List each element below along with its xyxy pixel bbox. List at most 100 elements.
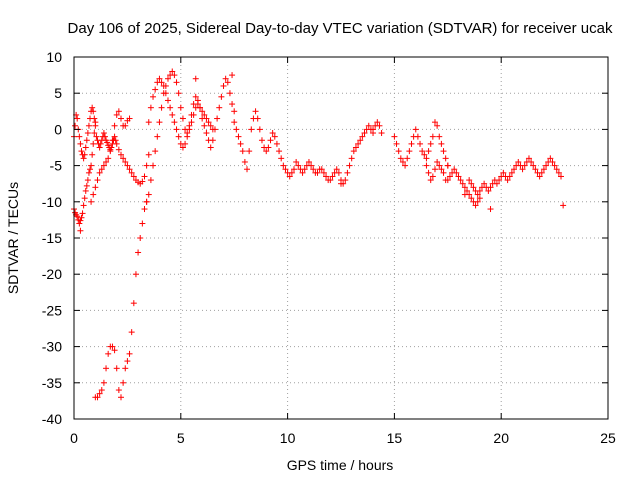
data-point [220, 82, 227, 89]
series-arc-f [231, 108, 377, 187]
data-point [113, 140, 120, 147]
y-axis-label: SDTVAR / TECUs [5, 182, 21, 294]
data-point [194, 101, 201, 108]
data-point [197, 104, 204, 111]
data-point [412, 126, 419, 133]
data-point [402, 162, 409, 169]
data-point [188, 119, 195, 126]
data-point [141, 173, 148, 180]
data-point [74, 213, 81, 220]
data-point [78, 148, 85, 155]
data-point [79, 210, 86, 217]
data-point [276, 148, 283, 155]
data-point [538, 169, 545, 176]
data-point [145, 151, 152, 158]
data-point [508, 169, 515, 176]
data-point [357, 137, 364, 144]
data-point [80, 202, 87, 209]
y-tick-label: 10 [46, 49, 62, 65]
data-point [553, 166, 560, 173]
data-point [436, 162, 443, 169]
data-point [344, 169, 351, 176]
y-tick-label: -35 [42, 375, 62, 391]
data-point [164, 97, 171, 104]
data-point [89, 151, 96, 158]
data-point [74, 115, 81, 122]
data-point [105, 155, 112, 162]
data-point [421, 151, 428, 158]
data-point [89, 104, 96, 111]
data-point [137, 235, 144, 241]
data-point [82, 144, 89, 151]
data-point [461, 191, 468, 198]
data-point [370, 126, 377, 133]
data-point [231, 108, 238, 115]
y-tick-label: -40 [42, 411, 62, 427]
data-point [543, 162, 550, 169]
y-tick-label: -15 [42, 230, 62, 246]
data-point [192, 93, 199, 100]
data-point [493, 180, 500, 187]
data-point [139, 220, 146, 227]
data-point [207, 122, 214, 129]
data-point [496, 177, 503, 184]
data-point [233, 126, 240, 133]
data-point [525, 155, 532, 162]
data-point [109, 137, 116, 144]
data-point [120, 379, 127, 386]
data-point [158, 104, 165, 111]
data-point [229, 101, 236, 108]
data-point [98, 387, 105, 394]
data-point [130, 173, 137, 180]
data-point [459, 180, 466, 187]
x-tick-label: 0 [70, 430, 78, 446]
data-point [558, 173, 565, 180]
y-tick-label: 5 [54, 85, 62, 101]
data-point [436, 133, 443, 140]
data-point [406, 148, 413, 155]
data-point [273, 140, 280, 147]
data-point [182, 140, 189, 147]
data-point [476, 187, 483, 194]
data-point [83, 137, 90, 144]
data-point [77, 140, 84, 147]
data-point [355, 140, 362, 147]
data-point [113, 111, 120, 118]
series-arc-a [71, 119, 99, 227]
data-point [82, 187, 89, 194]
data-point [132, 271, 139, 278]
data-point [254, 115, 261, 122]
data-point [500, 169, 507, 176]
data-point [117, 151, 124, 158]
data-point [205, 119, 212, 126]
data-point [286, 173, 293, 180]
data-point [88, 162, 95, 169]
data-point [154, 133, 161, 140]
data-point [147, 177, 154, 184]
data-point [378, 130, 385, 137]
data-point [427, 140, 434, 147]
data-point [120, 155, 127, 162]
y-tick-label: 0 [54, 121, 62, 137]
data-point [186, 126, 193, 133]
data-point [76, 133, 83, 140]
data-point [96, 390, 103, 397]
data-point [103, 158, 110, 165]
data-point [481, 180, 488, 187]
data-point [216, 104, 223, 111]
data-point [126, 166, 133, 173]
data-point [461, 184, 468, 191]
data-point [152, 86, 159, 93]
data-point [504, 177, 511, 184]
data-point [84, 177, 91, 184]
data-point [126, 115, 133, 122]
data-point [229, 72, 236, 79]
data-point [139, 178, 146, 185]
series-arc-h [423, 158, 483, 209]
data-point [135, 249, 142, 256]
data-point [192, 75, 199, 82]
data-point [338, 180, 344, 187]
data-point [141, 206, 148, 213]
data-point [434, 158, 441, 165]
data-point [201, 122, 208, 129]
